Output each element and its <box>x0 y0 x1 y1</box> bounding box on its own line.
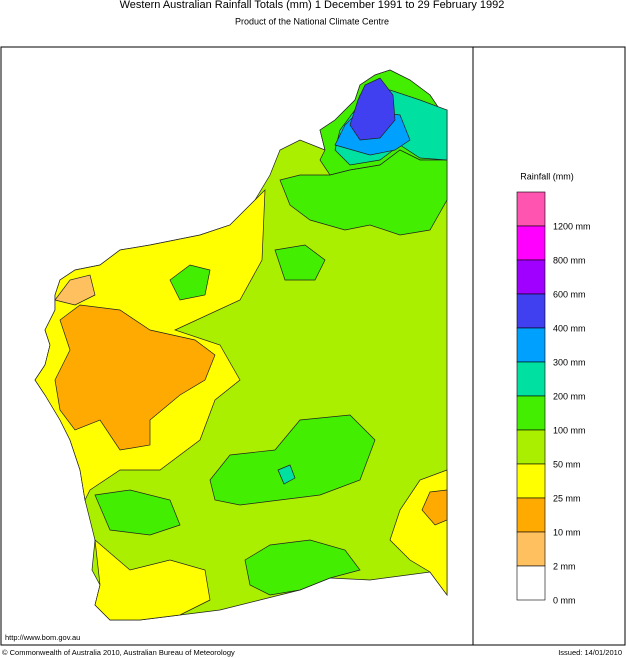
map <box>34 69 448 621</box>
region-25-50-southwest <box>94 539 211 621</box>
region-100-200-blob2 <box>274 244 326 281</box>
footer-url: http://www.bom.gov.au <box>5 633 80 642</box>
subtitle: Product of the National Climate Centre <box>235 16 389 26</box>
legend-label: 400 mm <box>553 323 586 333</box>
title: Western Australian Rainfall Totals (mm) … <box>120 0 505 11</box>
region-10-25-west <box>54 304 216 451</box>
legend-title: Rainfall (mm) <box>520 171 574 181</box>
legend-label: 300 mm <box>553 357 586 367</box>
region-2-10 <box>54 274 96 306</box>
legend-swatch <box>516 225 546 261</box>
legend-swatch <box>516 531 546 567</box>
legend: 1200 mm 800 mm 600 mm 400 mm 300 mm 200 mm 100… <box>516 191 591 605</box>
region-400-600 <box>349 77 396 141</box>
legend-swatch <box>516 429 546 465</box>
region-100-200-kimberley <box>279 149 448 236</box>
legend-label: 100 mm <box>553 425 586 435</box>
legend-swatch <box>516 327 546 363</box>
region-100-200-south <box>244 539 361 596</box>
legend-label: 200 mm <box>553 391 586 401</box>
legend-label: 0 mm <box>553 595 576 605</box>
region-200-300-blob <box>277 464 296 485</box>
legend-swatch <box>516 293 546 329</box>
legend-swatch <box>516 497 546 533</box>
legend-label: 25 mm <box>553 493 581 503</box>
legend-swatch <box>516 565 546 601</box>
region-100-200-blob3 <box>94 489 181 536</box>
footer-issued: Issued: 14/01/2010 <box>558 648 622 657</box>
legend-label: 2 mm <box>553 561 576 571</box>
legend-label: 10 mm <box>553 527 581 537</box>
region-100-200-blob1 <box>169 264 211 301</box>
legend-label: 600 mm <box>553 289 586 299</box>
legend-swatch <box>516 361 546 397</box>
footer-copyright: © Commonwealth of Australia 2010, Austra… <box>2 648 235 657</box>
legend-label: 50 mm <box>553 459 581 469</box>
region-100-200-central <box>209 414 376 506</box>
frame <box>0 46 626 646</box>
legend-label: 800 mm <box>553 255 586 265</box>
legend-swatch <box>516 395 546 431</box>
legend-swatch <box>516 463 546 499</box>
legend-swatch <box>516 259 546 295</box>
region-10-25-east <box>421 489 448 526</box>
legend-swatch <box>516 191 546 227</box>
legend-label: 1200 mm <box>553 221 591 231</box>
